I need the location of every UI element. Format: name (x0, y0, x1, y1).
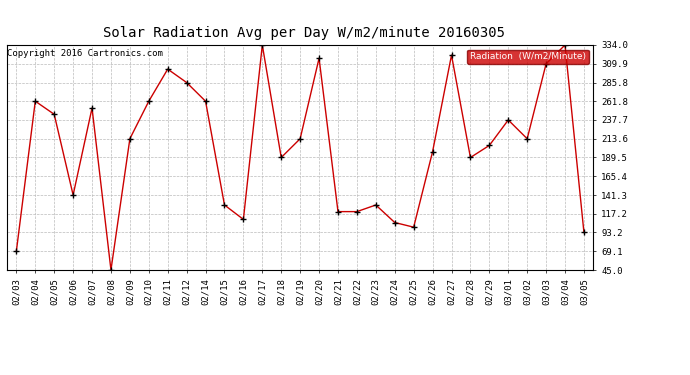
Legend: Radiation  (W/m2/Minute): Radiation (W/m2/Minute) (467, 50, 589, 64)
Text: Copyright 2016 Cartronics.com: Copyright 2016 Cartronics.com (7, 49, 163, 58)
Text: Solar Radiation Avg per Day W/m2/minute 20160305: Solar Radiation Avg per Day W/m2/minute … (103, 26, 504, 40)
